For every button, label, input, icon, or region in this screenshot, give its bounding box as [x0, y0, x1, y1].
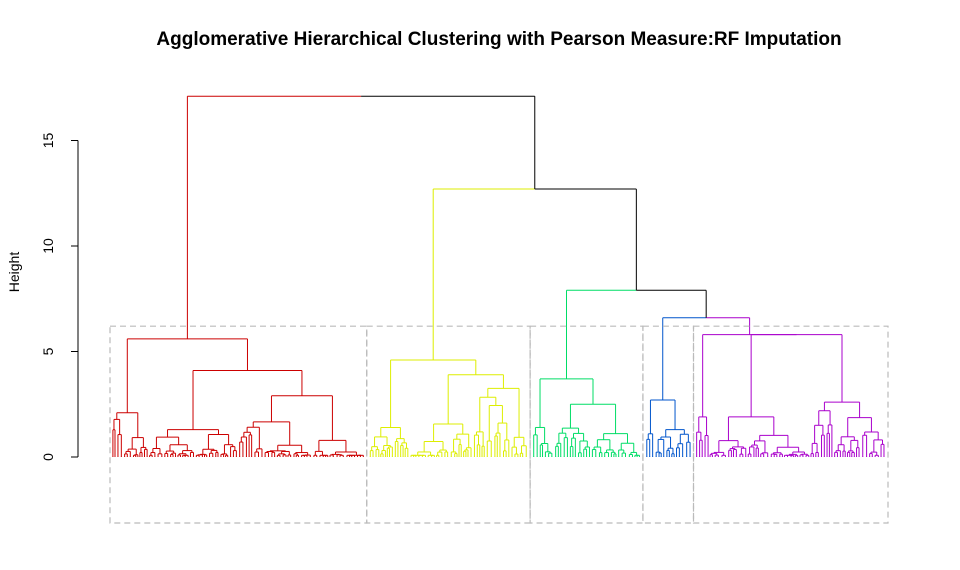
cluster-box-3 — [529, 325, 644, 524]
y-tick-label-10: 10 — [40, 238, 56, 254]
cluster-box-1 — [109, 325, 368, 524]
cluster-box-4 — [642, 325, 695, 524]
y-tick-label-0: 0 — [40, 453, 56, 461]
cluster-box-5 — [692, 325, 889, 524]
y-axis-title: Height — [6, 252, 22, 293]
dendrogram-tree — [112, 95, 885, 457]
chart-title: Agglomerative Hierarchical Clustering wi… — [156, 29, 842, 50]
y-tick-label-5: 5 — [40, 347, 56, 355]
y-axis: 0 5 10 15 — [40, 133, 79, 461]
cluster-box-2 — [366, 325, 531, 524]
cluster-boxes — [109, 325, 889, 524]
y-tick-label-15: 15 — [40, 133, 56, 149]
